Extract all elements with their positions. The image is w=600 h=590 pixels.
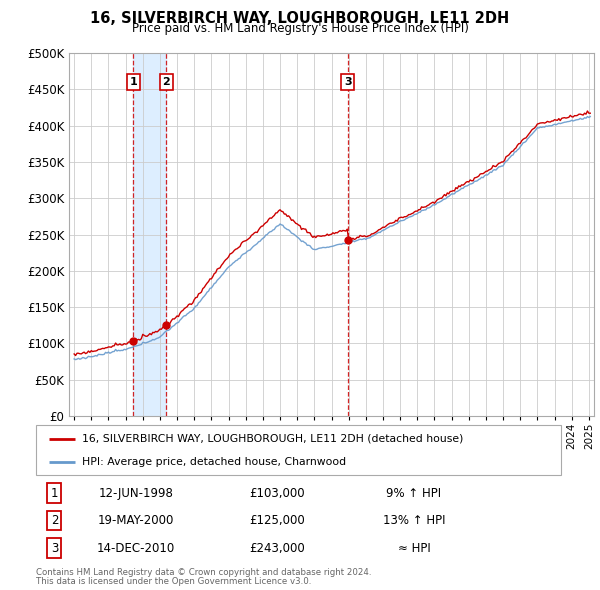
Text: This data is licensed under the Open Government Licence v3.0.: This data is licensed under the Open Gov… bbox=[36, 577, 311, 586]
Text: HPI: Average price, detached house, Charnwood: HPI: Average price, detached house, Char… bbox=[82, 457, 346, 467]
Text: 13% ↑ HPI: 13% ↑ HPI bbox=[383, 514, 445, 527]
Text: 9% ↑ HPI: 9% ↑ HPI bbox=[386, 487, 442, 500]
Text: £103,000: £103,000 bbox=[250, 487, 305, 500]
Text: 3: 3 bbox=[50, 542, 58, 555]
Text: 16, SILVERBIRCH WAY, LOUGHBOROUGH, LE11 2DH: 16, SILVERBIRCH WAY, LOUGHBOROUGH, LE11 … bbox=[91, 11, 509, 25]
Text: 16, SILVERBIRCH WAY, LOUGHBOROUGH, LE11 2DH (detached house): 16, SILVERBIRCH WAY, LOUGHBOROUGH, LE11 … bbox=[82, 434, 464, 444]
Text: £125,000: £125,000 bbox=[250, 514, 305, 527]
Text: 1: 1 bbox=[50, 487, 58, 500]
Bar bbox=[133, 53, 166, 416]
Text: ≈ HPI: ≈ HPI bbox=[398, 542, 430, 555]
Text: £243,000: £243,000 bbox=[250, 542, 305, 555]
Text: Contains HM Land Registry data © Crown copyright and database right 2024.: Contains HM Land Registry data © Crown c… bbox=[36, 568, 371, 576]
Text: Price paid vs. HM Land Registry's House Price Index (HPI): Price paid vs. HM Land Registry's House … bbox=[131, 22, 469, 35]
Text: 3: 3 bbox=[344, 77, 352, 87]
Text: 19-MAY-2000: 19-MAY-2000 bbox=[98, 514, 174, 527]
Text: 12-JUN-1998: 12-JUN-1998 bbox=[98, 487, 173, 500]
Text: 2: 2 bbox=[163, 77, 170, 87]
Text: 1: 1 bbox=[129, 77, 137, 87]
Text: 2: 2 bbox=[50, 514, 58, 527]
Text: 14-DEC-2010: 14-DEC-2010 bbox=[97, 542, 175, 555]
